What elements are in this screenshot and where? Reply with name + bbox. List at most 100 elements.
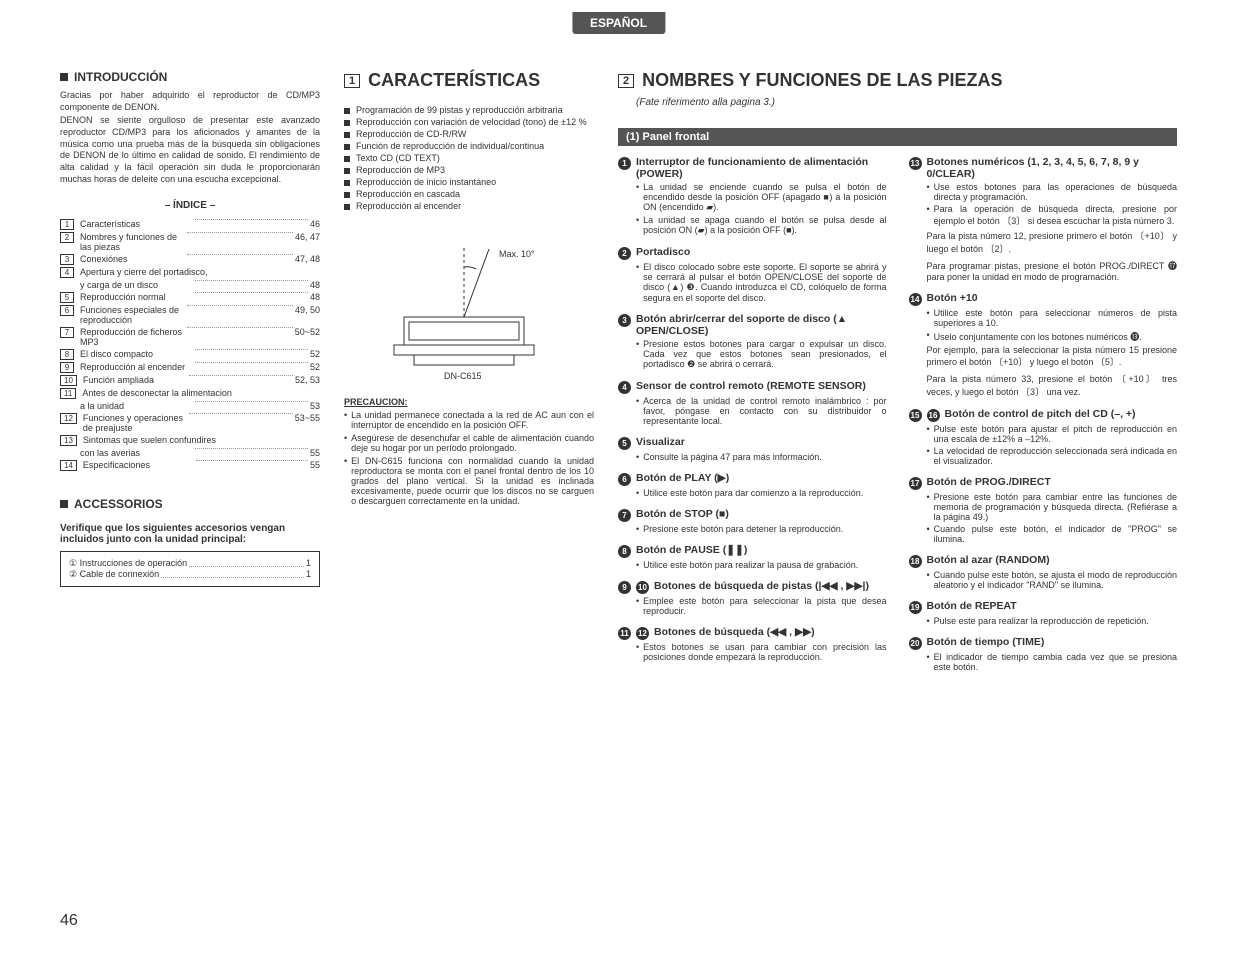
item-bullet-text: Pulse este botón para ajustar el pitch d… — [934, 424, 1177, 444]
index-label: Funciones y operaciones de preajuste — [83, 413, 187, 433]
bullet-dot-icon: • — [927, 182, 930, 202]
item-bullet-text: Estos botones se usan para cambiar con p… — [643, 642, 886, 662]
index-label: Apertura y cierre del portadisco, — [80, 267, 320, 277]
bullet-dot-icon: • — [636, 488, 639, 498]
precaution-text: Asegúrese de desenchufar el cable de ali… — [351, 433, 594, 453]
index-row: 9Reproducción al encender52 — [60, 362, 320, 373]
index-row: 11Antes de desconectar la alimentacion — [60, 388, 320, 399]
item-number-circle: 3 — [618, 314, 631, 327]
index-page: 52 — [310, 349, 320, 359]
accessory-qty: 1 — [306, 558, 311, 569]
index-page: 52 — [310, 362, 320, 372]
index-num: 9 — [60, 362, 74, 373]
index-row: 3Conexiónes47, 48 — [60, 254, 320, 265]
accessory-num: ② — [69, 569, 80, 580]
accessories-heading-text: ACCESSORIOS — [74, 497, 163, 511]
feature-item: Reproducción en cascada — [344, 189, 594, 199]
intro-p1: Gracias por haber adquirido el reproduct… — [60, 90, 320, 113]
index-num: 2 — [60, 232, 74, 243]
index-num: 6 — [60, 305, 74, 316]
accessory-label: Cable de connexión — [80, 569, 160, 580]
feature-text: Texto CD (CD TEXT) — [356, 153, 440, 163]
item-title: Botón de PLAY (▶) — [636, 472, 887, 484]
item-extra-text: Para la pista número 33, presione el bot… — [927, 372, 1178, 398]
bullet-dot-icon: • — [344, 433, 347, 453]
index-label: Especificaciones — [83, 460, 195, 470]
bullet-dot-icon: • — [636, 642, 639, 662]
item-bullet-text: Utilice este botón para dar comienzo a l… — [643, 488, 863, 498]
panel-item: 3Botón abrir/cerrar del soporte de disco… — [618, 313, 887, 370]
panel-item: 17Botón de PROG./DIRECT•Presione este bo… — [909, 476, 1178, 544]
feature-item: Reproducción de inicio instantáneo — [344, 177, 594, 187]
item-bullet-text: Cuando pulse este botón, el indicador de… — [934, 524, 1177, 544]
device-diagram: Max. 10° DN-C615 — [344, 227, 594, 387]
feature-text: Reproducción de inicio instantáneo — [356, 177, 496, 187]
index-row: 6Funciones especiales de reproducción49,… — [60, 305, 320, 325]
index-label: Conexiónes — [80, 254, 185, 264]
index-label: Función ampliada — [83, 375, 187, 385]
item-title: Botones de búsqueda (◀◀ , ▶▶) — [654, 626, 887, 638]
item-bullet-text: Presione estos botones para cargar o exp… — [643, 339, 886, 370]
bullet-dot-icon: • — [927, 424, 930, 444]
item-extra-text: Para la pista número 12, presione primer… — [927, 229, 1178, 255]
item-extra-text: Por ejemplo, para la seleccionar la pist… — [927, 345, 1178, 368]
index-label: Reproducción normal — [80, 292, 193, 302]
index-num: 4 — [60, 267, 74, 278]
item-title: Sensor de control remoto (REMOTE SENSOR) — [636, 380, 887, 392]
bullet-dot-icon: • — [927, 524, 930, 544]
square-bullet-icon — [344, 108, 350, 114]
item-bullet-text: Utilice este botón para seleccionar núme… — [934, 308, 1177, 328]
item-bullet-text: Emplee este botón para seleccionar la pi… — [643, 596, 886, 616]
item-number-circle: 10 — [636, 581, 649, 594]
caracteristicas-title: CARACTERÍSTICAS — [368, 70, 540, 91]
item-title: Interruptor de funcionamiento de aliment… — [636, 156, 887, 180]
item-bullet-text: Uselo conjuntamente con los botones numé… — [934, 330, 1142, 343]
item-number-circle: 15 — [909, 409, 922, 422]
index-row: 7Reproducción de ficheros MP350~52 — [60, 327, 320, 347]
index-num: 1 — [60, 219, 74, 230]
panel-item: 14Botón +10•Utilice este botón para sele… — [909, 292, 1178, 398]
column-2: 1 CARACTERÍSTICAS Programación de 99 pis… — [344, 70, 594, 682]
bullet-dot-icon: • — [927, 204, 930, 227]
diagram-model-label: DN-C615 — [444, 371, 482, 381]
precaution-item: •Asegúrese de desenchufar el cable de al… — [344, 433, 594, 453]
index-label: y carga de un disco — [80, 280, 193, 290]
accessories-heading: ACCESSORIOS — [60, 497, 320, 511]
item-bullet-text: Cuando pulse este botón, se ajusta el mo… — [934, 570, 1177, 590]
panel-item: 13Botones numéricos (1, 2, 3, 4, 5, 6, 7… — [909, 156, 1178, 282]
language-tab: ESPAÑOL — [572, 12, 665, 34]
bullet-dot-icon: • — [636, 182, 639, 213]
intro-p2: DENON se siente orgulloso de presentar e… — [60, 115, 320, 185]
square-bullet-icon — [344, 156, 350, 162]
index-label: Antes de desconectar la alimentacion — [82, 388, 320, 398]
bullet-dot-icon: • — [636, 452, 639, 462]
item-extra-text: Para programar pistas, presione el botón… — [927, 259, 1178, 282]
index-page: 47, 48 — [295, 254, 320, 264]
precaution-item: •La unidad permanece conectada a la red … — [344, 410, 594, 430]
index-num: 10 — [60, 375, 77, 386]
item-number-circle: 18 — [909, 555, 922, 568]
item-bullet-text: Presione este botón para detener la repr… — [643, 524, 843, 534]
diagram-angle-label: Max. 10° — [499, 249, 535, 259]
item-number-circle: 6 — [618, 473, 631, 486]
index-label: con las averias — [80, 448, 193, 458]
index-page: 55 — [310, 460, 320, 470]
index-page: 48 — [310, 280, 320, 290]
precaution-item: •El DN-C615 funciona con normalidad cuan… — [344, 456, 594, 506]
index-label: a la unidad — [80, 401, 193, 411]
index-page: 55 — [310, 448, 320, 458]
item-bullet-text: Utilice este botón para realizar la paus… — [643, 560, 858, 570]
item-number-circle: 19 — [909, 601, 922, 614]
index-page: 52, 53 — [295, 375, 320, 385]
bullet-dot-icon: • — [636, 396, 639, 426]
index-row: 13Sintomas que suelen confundires — [60, 435, 320, 446]
item-number-circle: 13 — [909, 157, 922, 170]
index-row: 4 Apertura y cierre del portadisco, — [60, 267, 320, 278]
bullet-dot-icon: • — [927, 616, 930, 626]
index-page: 49, 50 — [295, 305, 320, 315]
square-bullet-icon — [344, 192, 350, 198]
feature-text: Reproducción al encender — [356, 201, 461, 211]
bullet-dot-icon: • — [927, 652, 930, 672]
feature-item: Reproducción al encender — [344, 201, 594, 211]
index-list: 1Características462Nombres y funciones d… — [60, 219, 320, 473]
